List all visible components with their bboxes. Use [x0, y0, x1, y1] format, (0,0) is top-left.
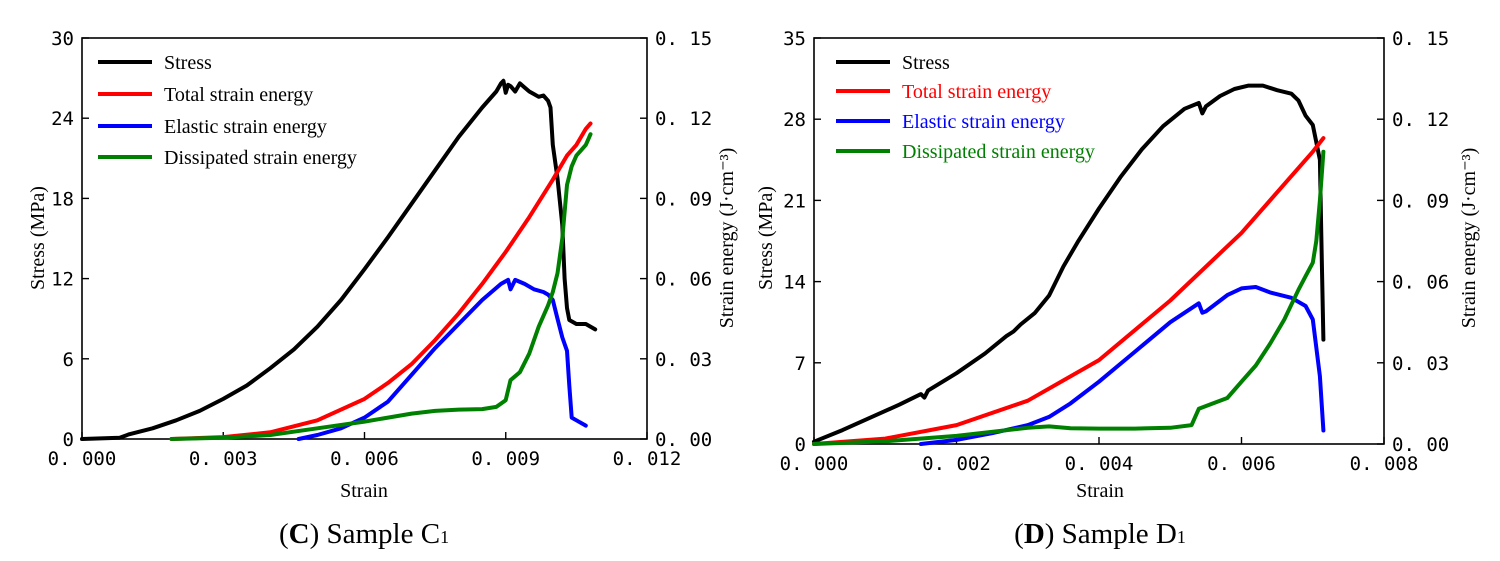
panel-d-y2tick-label: 0. 06: [1392, 272, 1449, 294]
panel-d-y2tick-label: 0. 12: [1392, 109, 1449, 131]
panel-d-xtick-label: 0. 002: [922, 453, 991, 475]
panel-c-legend-label-stress: Stress: [164, 52, 212, 74]
panel-c-ticks: 0. 000 0. 003 0. 006 0. 009 0. 012 0 6 12 18 24 30…: [48, 28, 713, 470]
panel-d-ylabel: Stress (MPa): [755, 186, 777, 290]
panel-c-series-dissipated: [169, 132, 593, 441]
panel-d-y2tick-label: 0. 03: [1392, 353, 1449, 375]
panel-c-legend: Stress Total strain energy Elastic strai…: [98, 52, 357, 169]
panel-d-ytick-label: 28: [783, 109, 806, 131]
panel-d-caption-letter: D: [1024, 518, 1045, 550]
panel-c-ylabel: Stress (MPa): [27, 186, 49, 290]
panel-c-caption-sub: 1: [440, 527, 449, 547]
panel-c-ytick-label: 6: [63, 349, 74, 371]
panel-c-ytick-label: 12: [51, 269, 74, 291]
panel-c-y2tick-label: 0. 06: [655, 269, 712, 291]
panel-d-legend-label-total: Total strain energy: [902, 81, 1051, 103]
panel-c-series-total: [169, 121, 593, 441]
panel-d-xlabel: Strain: [1076, 480, 1124, 502]
panel-d-ytick-label: 21: [783, 190, 806, 212]
panel-c-caption-letter: C: [289, 518, 310, 550]
panel-d-legend: Stress Total strain energy Elastic strai…: [836, 52, 1095, 163]
panel-d-caption-open: (: [1014, 518, 1024, 550]
panel-c-legend-label-elastic: Elastic strain energy: [164, 116, 327, 138]
panel-d-caption-text: ) Sample D: [1045, 518, 1177, 550]
panel-d-xtick-label: 0. 008: [1350, 453, 1419, 475]
panel-c-ytick-label: 18: [51, 188, 74, 210]
panel-c-y2tick-label: 0. 03: [655, 349, 712, 371]
panel-d-series-elastic: [918, 285, 1326, 446]
panel-c-xtick-label: 0. 003: [189, 448, 258, 470]
panel-d-xtick-label: 0. 006: [1207, 453, 1276, 475]
panel-c-y2tick-label: 0. 00: [655, 429, 712, 451]
panel-c-xtick-label: 0. 006: [330, 448, 399, 470]
panel-c-xtick-label: 0. 000: [48, 448, 117, 470]
panel-c-series-stress: [80, 78, 598, 441]
panel-c-xtick-label: 0. 009: [471, 448, 540, 470]
panel-c-y2tick-label: 0. 12: [655, 108, 712, 130]
panel-d-xtick-label: 0. 004: [1065, 453, 1134, 475]
panel-c-xtick-label: 0. 012: [613, 448, 682, 470]
panel-d-legend-label-dissipated: Dissipated strain energy: [902, 141, 1095, 163]
panel-d-series-dissipated: [812, 149, 1326, 446]
panel-c-xlabel: Strain: [340, 480, 388, 502]
panel-c-caption-text: ) Sample C: [310, 518, 441, 550]
panel-c-y2tick-label: 0. 09: [655, 188, 712, 210]
panel-c-series-lines: [80, 78, 598, 441]
panel-c-y2tick-label: 0. 15: [655, 28, 712, 50]
panel-d-chart: 0. 000 0. 002 0. 004 0. 006 0. 008 0 7 14 21 28 35…: [755, 28, 1480, 550]
panel-d-caption: (D) Sample D1: [1014, 518, 1186, 550]
panel-d-y2tick-label: 0. 09: [1392, 190, 1449, 212]
panel-d-series-total: [812, 136, 1326, 446]
panel-c-caption-open: (: [279, 518, 289, 550]
panel-d-xtick-label: 0. 000: [780, 453, 849, 475]
panel-c-series-elastic: [296, 277, 588, 441]
panel-d-series-lines: [812, 83, 1326, 446]
panel-c-ytick-label: 30: [51, 28, 74, 50]
panel-c-ytick-label: 0: [63, 429, 74, 451]
panel-d-series-stress: [812, 83, 1326, 444]
panel-d-ytick-label: 7: [795, 353, 806, 375]
panel-c-ytick-label: 24: [51, 108, 74, 130]
panel-c-legend-label-dissipated: Dissipated strain energy: [164, 147, 357, 169]
panel-d-legend-label-stress: Stress: [902, 52, 950, 74]
panel-d-caption-sub: 1: [1177, 527, 1186, 547]
panel-d-y2tick-label: 0. 00: [1392, 434, 1449, 456]
panel-c-chart: 0. 000 0. 003 0. 006 0. 009 0. 012 0 6 12 18 24 30…: [27, 28, 738, 550]
panel-d-ytick-label: 35: [783, 28, 806, 50]
panel-d-legend-label-elastic: Elastic strain energy: [902, 111, 1065, 133]
panel-d-ytick-label: 0: [795, 434, 806, 456]
panel-d-ytick-label: 14: [783, 272, 806, 294]
panel-c-legend-label-total: Total strain energy: [164, 84, 313, 106]
panel-d-y2label: Strain energy (J·cm⁻³): [1458, 148, 1480, 329]
panel-d-y2tick-label: 0. 15: [1392, 28, 1449, 50]
panel-c-y2label: Strain energy (J·cm⁻³): [716, 148, 738, 329]
panel-c-caption: (C) Sample C1: [279, 518, 449, 550]
panel-d-ticks: 0. 000 0. 002 0. 004 0. 006 0. 008 0 7 14 21 28 35…: [780, 28, 1450, 475]
